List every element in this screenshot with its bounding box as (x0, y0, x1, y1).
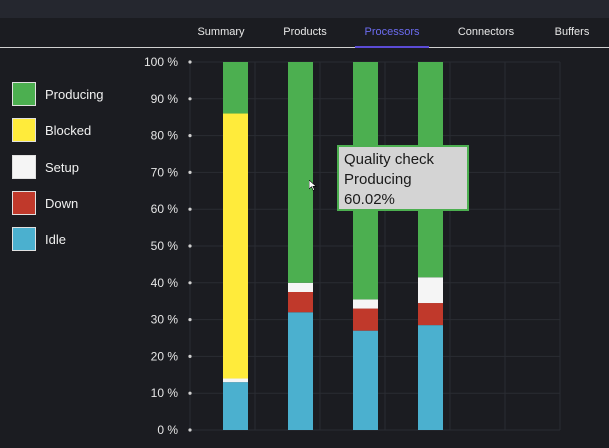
legend-swatch-blocked (12, 118, 36, 142)
tooltip-value: 60.02% (344, 191, 395, 208)
legend-swatch-idle (12, 227, 36, 251)
legend-item-down[interactable]: Down (12, 191, 132, 217)
legend-swatch-down (12, 191, 36, 215)
y-tick-mark (188, 354, 192, 358)
legend-swatch-producing (12, 82, 36, 106)
bar-segment-idle (418, 325, 443, 430)
y-tick-label: 30 % (151, 313, 179, 327)
y-tick-label: 70 % (151, 165, 179, 179)
bar-segment-setup (418, 277, 443, 304)
y-tick-mark (188, 318, 192, 322)
bar-segment-producing (223, 62, 248, 114)
y-tick-mark (188, 134, 192, 138)
tab-products[interactable]: Products (283, 26, 327, 38)
legend-swatch-setup (12, 155, 36, 179)
legend-item-idle[interactable]: Idle (12, 227, 132, 253)
bar-segment-setup (353, 299, 378, 309)
tab-buffers[interactable]: Buffers (554, 26, 590, 38)
y-tick-mark (188, 60, 192, 64)
bar-segment-down (418, 303, 443, 326)
tooltip-state: Producing (344, 171, 412, 188)
bar-segment-idle (288, 312, 313, 430)
y-tick-label: 60 % (151, 202, 179, 216)
y-tick-mark (188, 170, 192, 174)
y-tick-mark (188, 207, 192, 211)
stacked-bar-chart: 0 % 10 % 20 % 30 % 40 % 50 % 60 % 70 % 80 % 90 % 1… (144, 55, 561, 437)
y-tick-label: 0 % (157, 423, 178, 437)
tab-summary[interactable]: Summary (197, 26, 245, 38)
mouse-cursor-icon (309, 180, 317, 191)
legend-label: Idle (45, 232, 66, 247)
tooltip-processor-name: Quality check (344, 151, 435, 168)
window-top-bar (0, 0, 609, 18)
y-tick-label: 40 % (151, 276, 179, 290)
legend-label: Setup (45, 160, 79, 175)
bar-segment-blocked (223, 113, 248, 379)
legend-label: Producing (45, 87, 104, 102)
legend-label: Blocked (45, 123, 92, 138)
legend-item-blocked[interactable]: Blocked (12, 118, 132, 144)
y-tick-label: 100 % (144, 55, 178, 69)
y-tick-label: 50 % (151, 239, 179, 253)
chart-tooltip: Quality check Producing 60.02% (337, 145, 469, 211)
tab-bar: Summary Products Processors Connectors B… (0, 18, 609, 48)
legend-label: Down (45, 196, 79, 211)
legend-item-producing[interactable]: Producing (12, 82, 132, 108)
y-tick-label: 80 % (151, 129, 179, 143)
bar-segment-down (353, 308, 378, 331)
legend-item-setup[interactable]: Setup (12, 155, 132, 181)
bar-segment-producing (288, 62, 313, 283)
y-tick-mark (188, 244, 192, 248)
y-tick-mark (188, 97, 192, 101)
bar-segment-down (288, 292, 313, 313)
tab-connectors[interactable]: Connectors (457, 26, 515, 38)
y-tick-label: 20 % (151, 349, 179, 363)
bar-segment-setup (223, 378, 248, 383)
bar-segment-idle (223, 382, 248, 430)
bar-segment-idle (353, 330, 378, 430)
y-tick-label: 10 % (151, 386, 179, 400)
bar-segment-setup (288, 282, 313, 292)
y-tick-mark (188, 428, 192, 432)
y-tick-label: 90 % (151, 92, 179, 106)
y-tick-mark (188, 391, 192, 395)
tab-processors[interactable]: Processors (355, 18, 429, 48)
y-tick-mark (188, 281, 192, 285)
